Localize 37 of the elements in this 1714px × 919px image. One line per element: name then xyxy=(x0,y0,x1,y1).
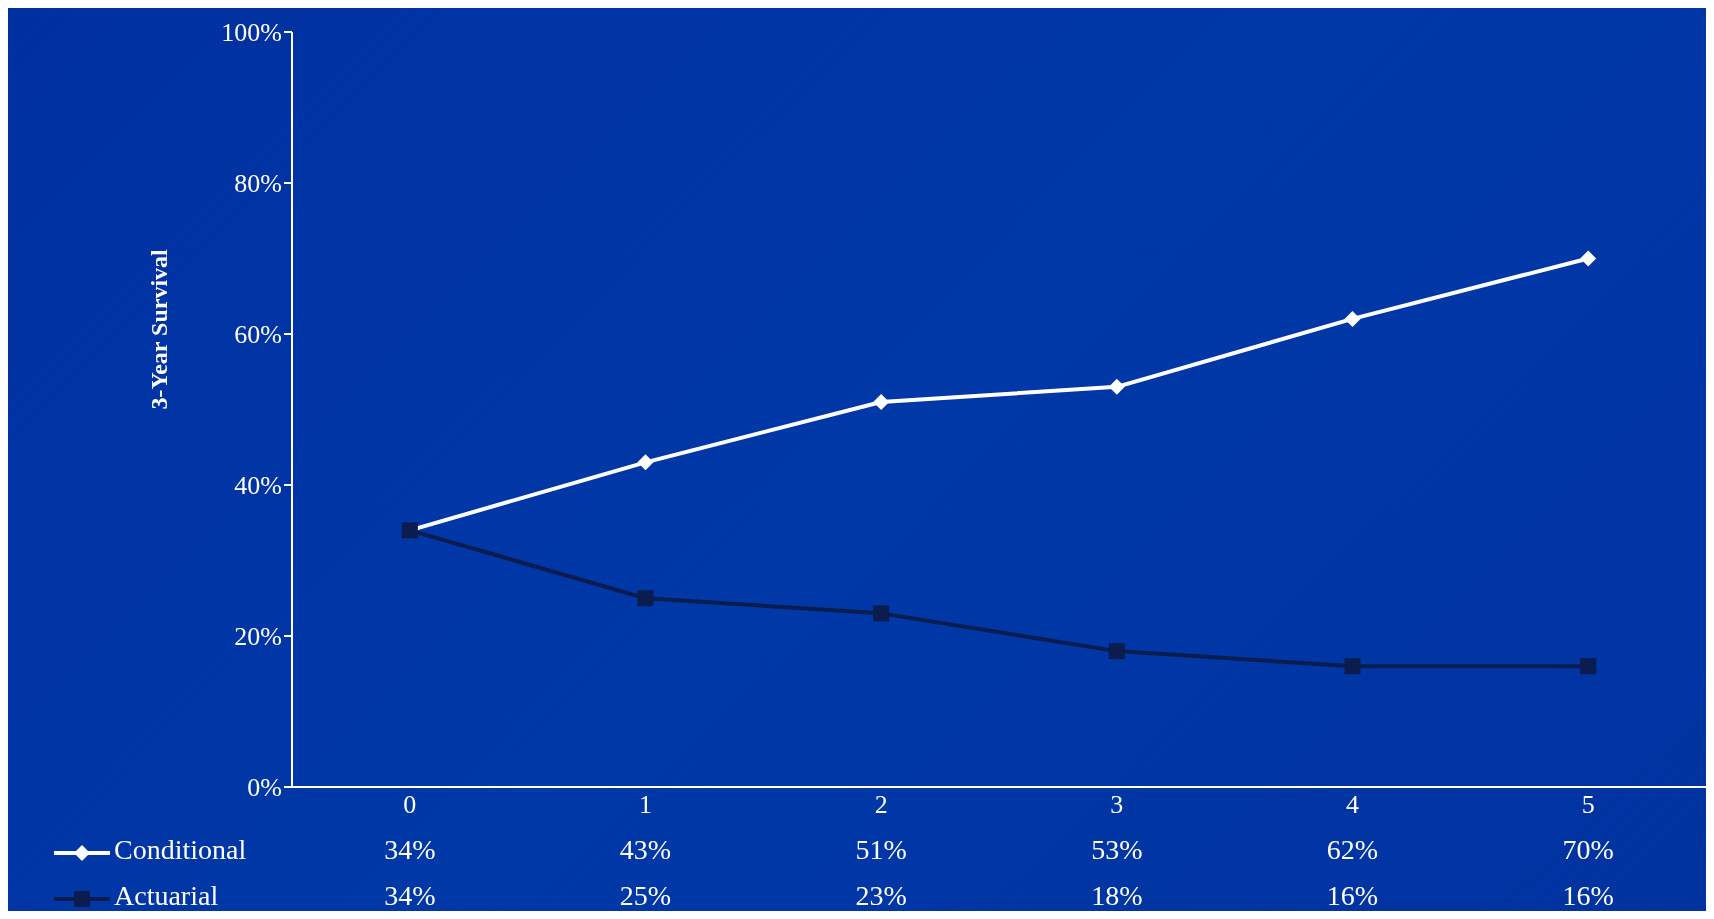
data-label: 23% xyxy=(854,880,908,912)
y-tick-label: 80% xyxy=(234,169,282,199)
legend-label: Conditional xyxy=(114,834,247,866)
point xyxy=(1344,658,1361,675)
point xyxy=(1580,658,1597,675)
data-label: 18% xyxy=(1090,880,1144,912)
x-tick-label: 1 xyxy=(639,790,652,820)
data-label: 16% xyxy=(1561,880,1615,912)
y-tick-label: 60% xyxy=(234,320,282,350)
y-tick-label: 20% xyxy=(234,622,282,652)
data-label: 51% xyxy=(854,834,908,866)
point xyxy=(1344,310,1361,327)
data-label: 70% xyxy=(1561,834,1615,866)
y-tick-label: 40% xyxy=(234,471,282,501)
y-tick-label: 100% xyxy=(221,18,282,48)
data-label: 62% xyxy=(1325,834,1380,866)
data-label: 16% xyxy=(1325,880,1380,912)
data-label: 53% xyxy=(1090,834,1144,866)
data-label: 34% xyxy=(383,834,437,866)
y-tick-label: 0% xyxy=(247,773,282,803)
x-tick-label: 0 xyxy=(403,790,417,820)
point xyxy=(1108,643,1125,660)
x-tick-label: 2 xyxy=(874,790,888,820)
point xyxy=(637,590,654,607)
y-axis-title: 3-Year Survival xyxy=(145,248,172,410)
point xyxy=(873,393,890,410)
point xyxy=(637,454,654,471)
data-label: 34% xyxy=(383,880,437,912)
data-label: 43% xyxy=(618,834,673,866)
x-tick-label: 5 xyxy=(1581,790,1595,820)
point xyxy=(1108,378,1125,395)
x-tick-label: 3 xyxy=(1110,790,1124,820)
legend-label: Actuarial xyxy=(114,880,219,912)
data-label: 25% xyxy=(618,880,673,912)
point xyxy=(1580,250,1597,267)
point xyxy=(873,605,890,622)
x-tick-label: 4 xyxy=(1346,790,1359,820)
